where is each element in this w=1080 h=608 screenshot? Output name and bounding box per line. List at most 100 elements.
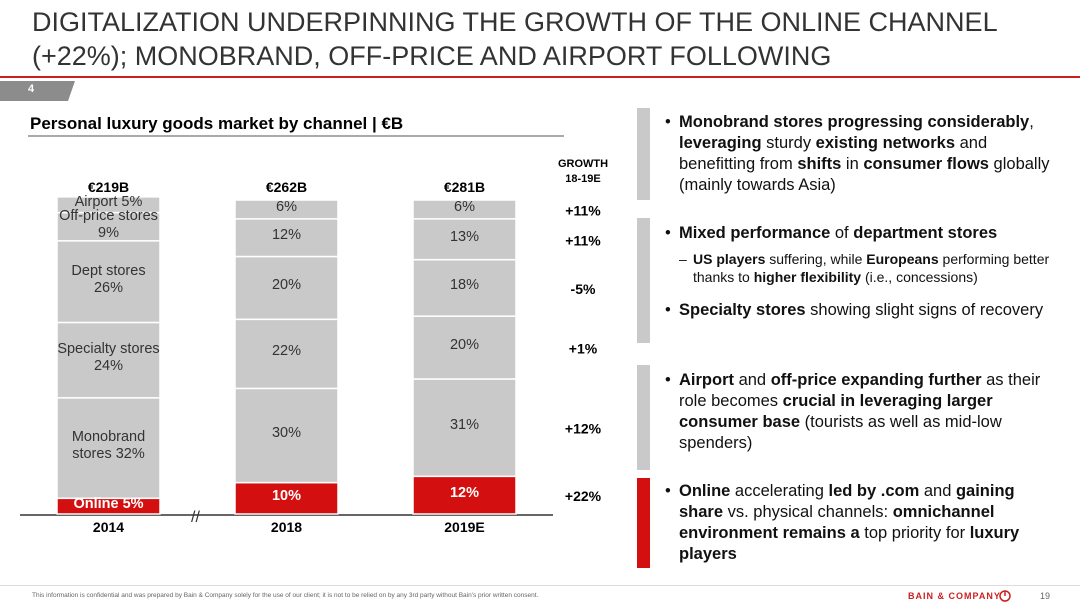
bar-segment [56,397,161,500]
bar-total: €219B [88,179,129,195]
bar-segment [234,318,339,390]
bullet-panel: • Monobrand stores progressing considerab… [637,108,1060,568]
bullet-dot: • [665,371,671,389]
bar-segment [412,315,517,380]
growth-label: +1% [569,341,598,357]
bullet: • Mixed performance of department stores –… [665,223,1060,286]
bullet-bar [637,218,650,343]
bold-text: crucial in leveraging larger consumer ba… [679,392,993,431]
sub-dash: – [679,251,687,267]
text: vs. physical channels: [723,503,893,521]
slide-tag: 4 [28,83,35,95]
text: showing slight signs of recovery [805,301,1044,319]
bold-text: Mixed performance [679,224,831,242]
x-tick-label: 2018 [271,519,302,535]
slide-title: DIGITALIZATION UNDERPINNING THE GROWTH O… [32,7,998,37]
segment-label: Airport 5% [74,194,143,211]
brand: BAIN & COMPANY [908,591,1001,601]
growth-title: GROWTH [558,158,608,170]
growth-label: +22% [565,488,602,504]
segment-label: 12% [271,227,302,244]
bullet: • Airport and off-price expanding further… [665,370,1060,454]
bullet-dot: • [665,224,671,242]
axis-break: // [191,509,200,526]
bullet-text: Monobrand stores progressing considerabl… [679,112,1060,196]
segment-label: 18% [449,277,480,294]
text: suffering, while [765,251,867,267]
growth-title: 18-19E [565,173,600,185]
segment-label: 20% [271,277,302,294]
bar-segment [412,199,517,220]
segment-label: 30% [271,424,302,441]
text: performing better thanks to [693,251,1050,285]
title-rule [0,76,1080,78]
bold-text: led by .com [828,482,920,500]
slide-tag-shape [0,81,75,101]
bar-segment [234,199,339,220]
bullet-dot: • [665,113,671,131]
bullet: • Online accelerating led by .com and gai… [665,481,1060,565]
chart-labels: Online 5% Monobrand stores 32% Specialty s… [57,194,480,504]
bold-text: gaining share [679,482,1015,521]
segment-label: Monobrand stores 32% [71,429,146,463]
growth-label: +11% [565,232,601,248]
text: as their role becomes [679,371,1041,410]
bold-text: omnichannel environment remains a [679,503,995,542]
text: in [841,155,864,173]
segment-label: 10% [271,487,302,504]
text: sturdy [761,134,816,152]
bold-text: US players [693,251,766,267]
text: and [734,371,771,389]
text: (tourists as well as mid-low spenders) [679,413,1002,452]
bullet-text: Specialty stores showing slight signs of… [679,300,1060,321]
bullet-text: Online accelerating led by .com and gain… [679,481,1060,565]
text: of [830,224,854,242]
bullet: • Monobrand stores progressing considerab… [665,112,1060,196]
segment-label: Off-price stores 9% [59,207,158,241]
bold-text: department stores [853,224,998,242]
bar-total: €281B [444,179,485,195]
growth-label: -5% [571,281,596,297]
segment-label: 20% [449,337,480,354]
chart-title: Personal luxury goods market by channel … [30,114,403,133]
segment-label: 6% [276,198,297,215]
text: (i.e., concessions) [861,269,978,285]
bar-segment [234,255,339,321]
bold-text: Airport [679,371,734,389]
bar-segment [56,321,161,399]
bullet-bar [637,478,650,568]
bold-text: Online [679,482,731,500]
segment-label: 31% [449,417,480,434]
bullet-bar [637,108,650,200]
bold-text: off-price expanding further [770,371,982,389]
bullet-text: Airport and off-price expanding further … [679,370,1060,454]
text: and benefitting from [679,134,988,173]
bold-text: Specialty stores [679,301,806,319]
text: top priority for [859,524,970,542]
text: , [1029,113,1034,131]
bold-text: Monobrand stores progressing considerabl… [679,113,1030,131]
disclaimer: This information is confidential and was… [32,592,539,599]
bold-text: existing networks [815,134,956,152]
text: accelerating [730,482,829,500]
bullet-dot: • [665,301,671,319]
bar-segment [234,481,339,515]
bold-text: leveraging [679,134,762,152]
bold-text: Europeans [866,251,939,267]
slide-title: (+22%); MONOBRAND, OFF-PRICE AND AIRPORT… [32,41,832,71]
segment-label: 12% [449,484,480,501]
brand-logo [999,590,1011,602]
bullet-bar [637,365,650,470]
bold-text: shifts [797,155,842,173]
growth-label: +11% [565,202,601,218]
page-number: 19 [1040,591,1051,601]
segment-label: 22% [271,343,302,360]
segment-label: Specialty stores 24% [57,341,160,375]
bold-text: higher flexibility [753,269,862,285]
growth-label: +12% [565,421,602,437]
bar-segment [56,211,161,242]
segment-label: 13% [449,228,480,245]
x-tick-label: 2019E [444,519,484,535]
bar-segment [412,475,517,515]
